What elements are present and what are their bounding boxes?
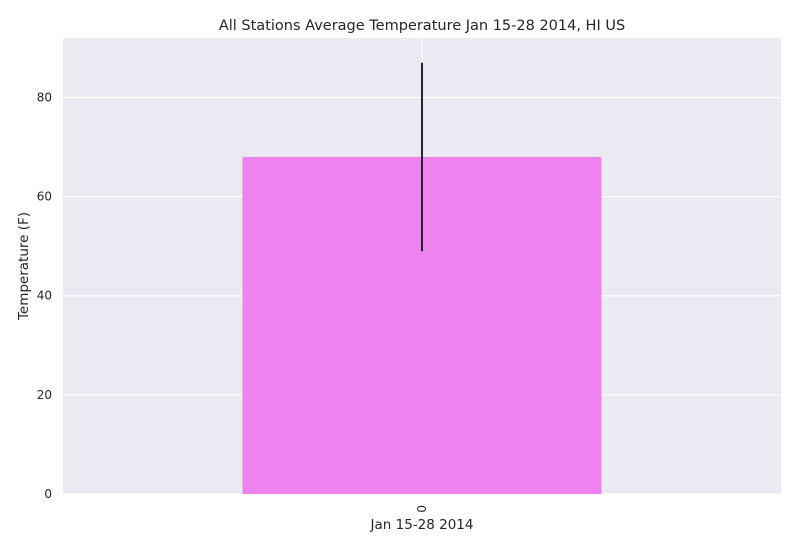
x-axis-ticks: 0	[415, 505, 429, 513]
y-axis-ticks: 0 20 40 60 80	[37, 90, 52, 501]
chart-title: All Stations Average Temperature Jan 15-…	[219, 18, 625, 34]
y-tick-label: 40	[37, 289, 52, 303]
y-tick-label: 60	[37, 190, 52, 204]
y-tick-label: 20	[37, 388, 52, 402]
y-axis-label: Temperature (F)	[16, 212, 32, 321]
y-tick-label: 0	[44, 487, 52, 501]
y-tick-label: 80	[37, 90, 52, 104]
x-tick-label: 0	[415, 505, 429, 513]
x-axis-label: Jan 15-28 2014	[370, 517, 474, 533]
